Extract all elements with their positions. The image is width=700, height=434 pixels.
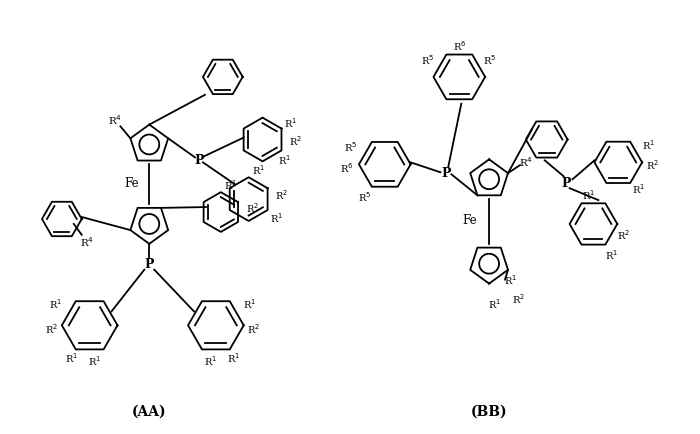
Text: R$^4$: R$^4$ (108, 113, 122, 127)
Text: P: P (144, 258, 154, 270)
Text: R$^2$: R$^2$ (46, 322, 58, 335)
Text: Fe: Fe (124, 176, 139, 189)
Text: R$^1$: R$^1$ (642, 138, 654, 152)
Text: R$^1$: R$^1$ (224, 178, 237, 192)
Text: R$^1$: R$^1$ (278, 153, 291, 167)
Text: R$^1$: R$^1$ (284, 115, 297, 129)
Text: R$^2$: R$^2$ (247, 322, 260, 335)
Text: R$^2$: R$^2$ (275, 188, 288, 201)
Text: (AA): (AA) (132, 404, 167, 418)
Text: R$^5$: R$^5$ (344, 140, 358, 154)
Text: R$^6$: R$^6$ (453, 39, 466, 53)
Text: R$^1$: R$^1$ (65, 350, 78, 364)
Text: R$^4$: R$^4$ (80, 234, 94, 248)
Text: R$^4$: R$^4$ (519, 155, 533, 169)
Text: R$^5$: R$^5$ (421, 53, 434, 67)
Text: R$^1$: R$^1$ (252, 163, 265, 177)
Text: R$^1$: R$^1$ (582, 188, 595, 201)
Text: R$^2$: R$^2$ (645, 158, 659, 172)
Text: R$^5$: R$^5$ (482, 53, 496, 67)
Text: R$^2$: R$^2$ (246, 201, 259, 214)
Text: R$^1$: R$^1$ (487, 297, 500, 311)
Text: (BB): (BB) (471, 404, 508, 418)
Text: P: P (562, 176, 571, 189)
Text: R$^1$: R$^1$ (50, 297, 62, 311)
Text: R$^1$: R$^1$ (631, 182, 645, 196)
Text: R$^2$: R$^2$ (512, 292, 526, 306)
Text: R$^1$: R$^1$ (270, 210, 283, 224)
Text: R$^2$: R$^2$ (289, 134, 302, 148)
Text: R$^1$: R$^1$ (605, 247, 618, 261)
Text: R$^5$: R$^5$ (358, 190, 372, 204)
Text: R$^1$: R$^1$ (228, 350, 240, 364)
Text: Fe: Fe (462, 214, 477, 227)
Text: P: P (194, 154, 204, 167)
Text: R$^1$: R$^1$ (204, 353, 218, 367)
Text: P: P (442, 166, 451, 179)
Text: R$^1$: R$^1$ (243, 297, 256, 311)
Text: R$^1$: R$^1$ (505, 272, 517, 286)
Text: R$^6$: R$^6$ (340, 161, 354, 175)
Text: R$^1$: R$^1$ (88, 353, 102, 367)
Text: R$^2$: R$^2$ (617, 227, 630, 241)
